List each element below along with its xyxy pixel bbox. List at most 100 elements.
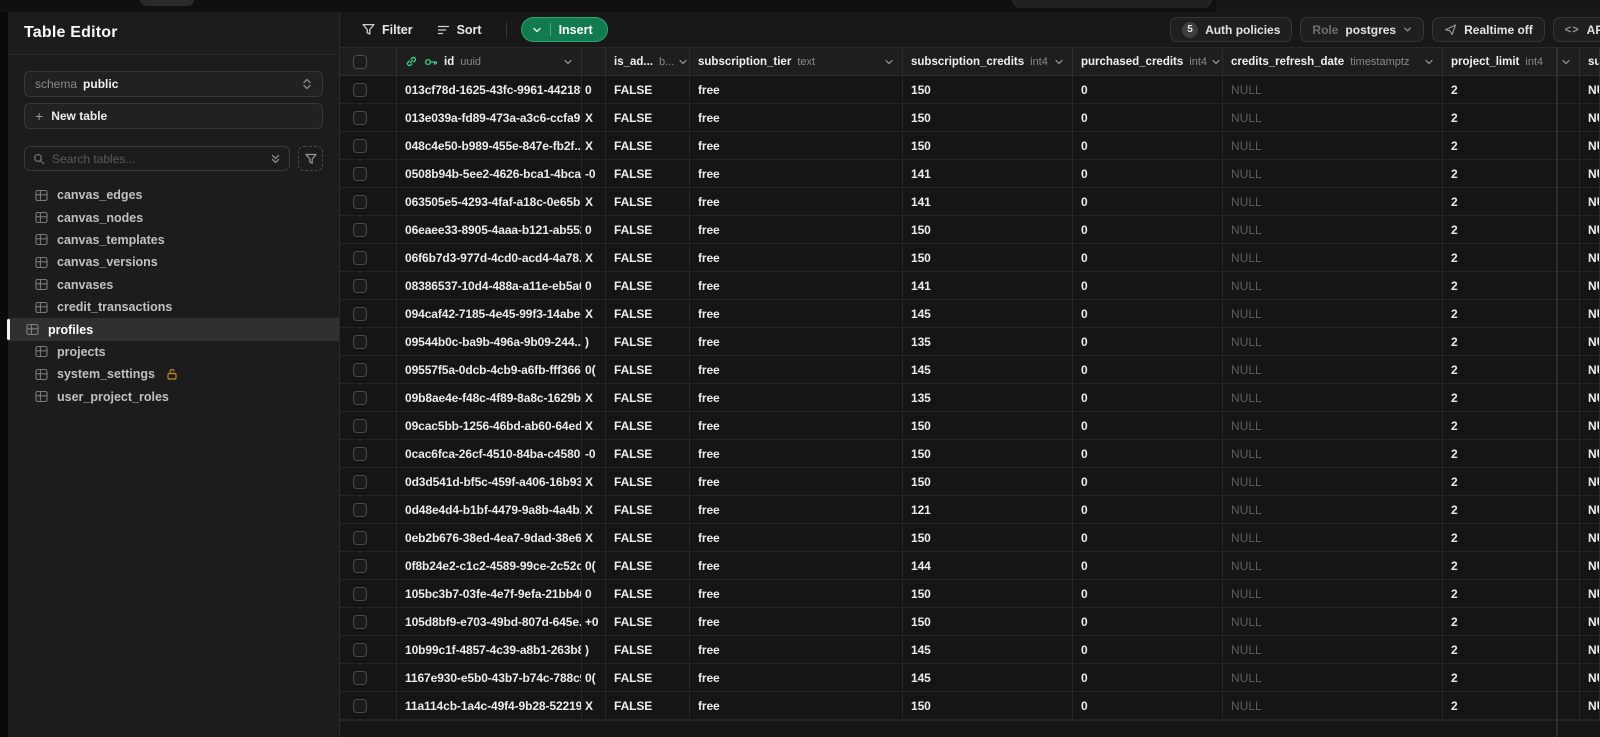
clipped-cell[interactable]: X xyxy=(582,188,606,216)
is-admin-cell[interactable]: FALSE xyxy=(606,412,690,440)
clipped-cell[interactable]: 0( xyxy=(582,552,606,580)
subscription-tier-cell[interactable]: free xyxy=(690,104,903,132)
credits-refresh-date-cell[interactable]: NULL xyxy=(1223,76,1443,104)
auth-policies-button[interactable]: 5 Auth policies xyxy=(1170,17,1293,42)
chevron-down-icon[interactable] xyxy=(1207,57,1221,67)
is-admin-cell[interactable]: FALSE xyxy=(606,440,690,468)
purchased-credits-cell[interactable]: 0 xyxy=(1073,300,1223,328)
su-clipped-cell[interactable]: NU xyxy=(1580,496,1600,524)
clipped-cell[interactable]: 0 xyxy=(582,272,606,300)
su-clipped-cell[interactable]: NU xyxy=(1580,104,1600,132)
purchased-credits-cell[interactable]: 0 xyxy=(1073,132,1223,160)
row-checkbox[interactable] xyxy=(353,530,367,545)
credits-refresh-date-cell[interactable]: NULL xyxy=(1223,244,1443,272)
project-limit-cell[interactable]: 2 xyxy=(1443,244,1580,272)
id-cell[interactable]: 105bc3b7-03fe-4e7f-9efa-21bb40... → xyxy=(397,580,582,608)
is-admin-cell[interactable]: FALSE xyxy=(606,132,690,160)
row-checkbox[interactable] xyxy=(353,334,367,349)
sidebar-table-item[interactable]: canvas_versions xyxy=(8,251,339,273)
project-limit-cell[interactable]: 2 xyxy=(1443,608,1580,636)
realtime-toggle-button[interactable]: Realtime off xyxy=(1432,17,1545,42)
credits-refresh-date-cell[interactable]: NULL xyxy=(1223,216,1443,244)
id-cell[interactable]: 0d3d541d-bf5c-459f-a406-16b93... → xyxy=(397,468,582,496)
sort-button[interactable]: Sort xyxy=(427,17,492,43)
credits-refresh-date-cell[interactable]: NULL xyxy=(1223,412,1443,440)
credits-refresh-date-cell[interactable]: NULL xyxy=(1223,608,1443,636)
is-admin-cell[interactable]: FALSE xyxy=(606,216,690,244)
purchased-credits-cell[interactable]: 0 xyxy=(1073,552,1223,580)
credits-refresh-date-cell[interactable]: NULL xyxy=(1223,524,1443,552)
is-admin-cell[interactable]: FALSE xyxy=(606,300,690,328)
id-cell[interactable]: 11a114cb-1a4c-49f4-9b28-52219ec... → xyxy=(397,692,582,720)
id-cell[interactable]: 0cac6fca-26cf-4510-84ba-c4580... → xyxy=(397,440,582,468)
chevron-down-icon[interactable] xyxy=(1557,57,1571,67)
su-clipped-cell[interactable]: NU xyxy=(1580,160,1600,188)
subscription-tier-cell[interactable]: free xyxy=(690,356,903,384)
subscription-credits-cell[interactable]: 141 xyxy=(903,272,1073,300)
schema-selector[interactable]: schema public xyxy=(24,71,323,97)
row-checkbox[interactable] xyxy=(353,138,367,153)
purchased-credits-cell[interactable]: 0 xyxy=(1073,272,1223,300)
purchased-credits-cell[interactable]: 0 xyxy=(1073,412,1223,440)
is-admin-cell[interactable]: FALSE xyxy=(606,496,690,524)
project-limit-cell[interactable]: 2 xyxy=(1443,636,1580,664)
project-limit-cell[interactable]: 2 xyxy=(1443,496,1580,524)
is-admin-cell[interactable]: FALSE xyxy=(606,608,690,636)
column-header-su-clipped[interactable]: su xyxy=(1580,48,1600,76)
credits-refresh-date-cell[interactable]: NULL xyxy=(1223,468,1443,496)
chevron-down-icon[interactable] xyxy=(674,57,688,67)
is-admin-cell[interactable]: FALSE xyxy=(606,524,690,552)
subscription-tier-cell[interactable]: free xyxy=(690,496,903,524)
is-admin-cell[interactable]: FALSE xyxy=(606,104,690,132)
column-header-is-admin[interactable]: is_ad... b... xyxy=(606,48,690,76)
purchased-credits-cell[interactable]: 0 xyxy=(1073,496,1223,524)
clipped-cell[interactable]: X xyxy=(582,104,606,132)
su-clipped-cell[interactable]: NU xyxy=(1580,636,1600,664)
su-clipped-cell[interactable]: NU xyxy=(1580,76,1600,104)
id-cell[interactable]: 0d48e4d4-b1bf-4479-9a8b-4a4b... → xyxy=(397,496,582,524)
is-admin-cell[interactable]: FALSE xyxy=(606,272,690,300)
subscription-tier-cell[interactable]: free xyxy=(690,300,903,328)
project-limit-cell[interactable]: 2 xyxy=(1443,524,1580,552)
project-limit-cell[interactable]: 2 xyxy=(1443,76,1580,104)
subscription-credits-cell[interactable]: 145 xyxy=(903,664,1073,692)
su-clipped-cell[interactable]: NU xyxy=(1580,580,1600,608)
project-limit-cell[interactable]: 2 xyxy=(1443,328,1580,356)
subscription-tier-cell[interactable]: free xyxy=(690,272,903,300)
role-selector[interactable]: Role postgres xyxy=(1300,17,1425,42)
purchased-credits-cell[interactable]: 0 xyxy=(1073,440,1223,468)
subscription-tier-cell[interactable]: free xyxy=(690,412,903,440)
row-checkbox[interactable] xyxy=(353,390,367,405)
chevron-down-icon[interactable] xyxy=(1050,57,1064,67)
api-docs-button[interactable]: <> API Do xyxy=(1552,17,1600,42)
row-checkbox[interactable] xyxy=(353,418,367,433)
sidebar-table-item[interactable]: user_project_roles xyxy=(8,386,339,408)
row-checkbox[interactable] xyxy=(353,362,367,377)
row-checkbox[interactable] xyxy=(353,474,367,489)
subscription-credits-cell[interactable]: 150 xyxy=(903,608,1073,636)
credits-refresh-date-cell[interactable]: NULL xyxy=(1223,692,1443,720)
project-limit-cell[interactable]: 2 xyxy=(1443,580,1580,608)
project-limit-cell[interactable]: 2 xyxy=(1443,300,1580,328)
project-limit-cell[interactable]: 2 xyxy=(1443,468,1580,496)
su-clipped-cell[interactable]: NU xyxy=(1580,664,1600,692)
column-header-subscription-tier[interactable]: subscription_tier text xyxy=(690,48,903,76)
is-admin-cell[interactable]: FALSE xyxy=(606,636,690,664)
subscription-credits-cell[interactable]: 141 xyxy=(903,188,1073,216)
is-admin-cell[interactable]: FALSE xyxy=(606,384,690,412)
clipped-cell[interactable]: +0 xyxy=(582,608,606,636)
filter-button[interactable]: Filter xyxy=(352,17,423,43)
su-clipped-cell[interactable]: NU xyxy=(1580,552,1600,580)
su-clipped-cell[interactable]: NU xyxy=(1580,412,1600,440)
clipped-cell[interactable]: X xyxy=(582,384,606,412)
subscription-tier-cell[interactable]: free xyxy=(690,188,903,216)
select-all-checkbox[interactable] xyxy=(353,54,367,69)
clipped-cell[interactable]: 0( xyxy=(582,356,606,384)
id-cell[interactable]: 063505e5-4293-4faf-a18c-0e65b... → xyxy=(397,188,582,216)
subscription-credits-cell[interactable]: 145 xyxy=(903,356,1073,384)
purchased-credits-cell[interactable]: 0 xyxy=(1073,608,1223,636)
row-checkbox[interactable] xyxy=(353,698,367,713)
subscription-tier-cell[interactable]: free xyxy=(690,132,903,160)
row-checkbox[interactable] xyxy=(353,446,367,461)
subscription-credits-cell[interactable]: 150 xyxy=(903,216,1073,244)
